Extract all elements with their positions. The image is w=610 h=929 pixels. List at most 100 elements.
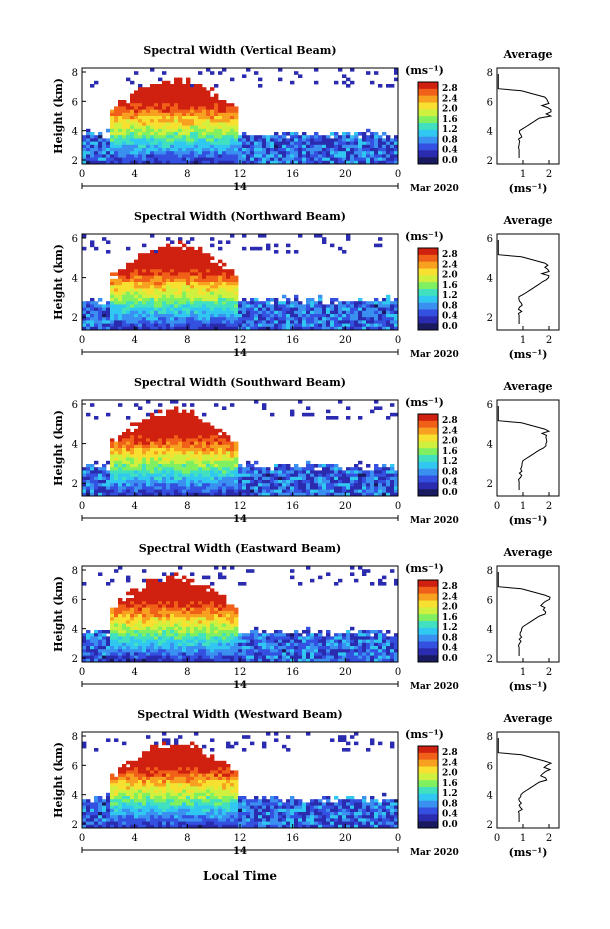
heatmap-cell xyxy=(174,409,179,414)
heatmap-cell xyxy=(258,326,263,331)
heatmap-cell xyxy=(114,128,119,133)
heatmap-cell xyxy=(154,160,159,165)
heatmap-cell xyxy=(318,234,323,238)
heatmap-cell xyxy=(314,486,319,490)
heatmap-cell xyxy=(290,476,295,481)
heatmap-cell xyxy=(326,476,331,481)
heatmap-cell xyxy=(198,428,203,433)
heatmap-cell xyxy=(182,294,187,299)
heatmap-cell xyxy=(82,307,87,312)
heatmap-cell xyxy=(82,476,87,481)
heatmap-cell xyxy=(154,132,159,136)
heatmap-cell xyxy=(342,655,347,660)
heatmap-cell xyxy=(122,636,127,640)
heatmap-cell xyxy=(162,460,167,465)
heatmap-cell xyxy=(194,480,199,484)
heatmap-cell xyxy=(338,486,343,490)
heatmap-cell xyxy=(206,476,211,481)
heatmap-cell xyxy=(178,160,183,165)
heatmap-cell xyxy=(86,128,91,133)
heatmap-cell xyxy=(226,457,231,462)
heatmap-cell xyxy=(174,483,179,487)
heatmap-cell xyxy=(162,148,167,152)
heatmap-cell xyxy=(158,269,163,273)
heatmap-cell xyxy=(194,87,199,91)
heatmap-cell xyxy=(190,480,195,484)
heatmap-cell xyxy=(138,125,143,130)
heatmap-cell xyxy=(190,106,195,110)
heatmap-cell xyxy=(322,323,327,328)
heatmap-cell xyxy=(318,298,323,302)
heatmap-cell xyxy=(170,240,175,244)
heatmap-cell xyxy=(174,636,179,640)
heatmap-cell xyxy=(134,323,139,328)
heatmap-cell xyxy=(90,658,95,663)
heatmap-cell xyxy=(226,116,231,120)
heatmap-cell xyxy=(282,320,287,324)
heatmap-cell xyxy=(290,144,295,149)
heatmap-cell xyxy=(246,307,251,312)
heatmap-cell xyxy=(222,617,227,621)
heatmap-cell xyxy=(298,320,303,324)
heatmap-cell xyxy=(358,476,363,481)
heatmap-cell xyxy=(318,138,323,142)
heatmap-cell xyxy=(354,489,359,494)
heatmap-cell xyxy=(282,486,287,490)
heatmap-cell xyxy=(202,135,207,139)
heatmap-cell xyxy=(302,655,307,660)
heatmap-cell xyxy=(242,144,247,149)
heatmap-cell xyxy=(114,320,119,324)
heatmap-cell xyxy=(178,639,183,644)
heatmap-cell xyxy=(122,148,127,152)
heatmap-cell xyxy=(210,604,215,608)
heatmap-cell xyxy=(394,486,399,490)
heatmap-cell xyxy=(202,285,207,289)
heatmap-cell xyxy=(158,633,163,637)
heatmap-cell xyxy=(158,307,163,312)
heatmap-cell xyxy=(162,298,167,302)
heatmap-cell xyxy=(130,652,135,656)
heatmap-cell xyxy=(166,425,171,430)
heatmap-cell xyxy=(174,285,179,289)
heatmap-cell xyxy=(270,144,275,149)
heatmap-cell xyxy=(190,112,195,117)
heatmap-cell xyxy=(226,285,231,289)
heatmap-cell xyxy=(186,109,191,114)
heatmap-cell xyxy=(370,476,375,481)
heatmap-cell xyxy=(194,655,199,660)
heatmap-cell xyxy=(270,314,275,318)
heatmap-cell xyxy=(346,470,351,474)
heatmap-cell xyxy=(142,122,147,126)
heatmap-cell xyxy=(130,467,135,471)
heatmap-cell xyxy=(182,278,187,283)
heatmap-cell xyxy=(106,470,111,474)
heatmap-cell xyxy=(218,460,223,465)
heatmap-cell xyxy=(382,314,387,318)
heatmap-cell xyxy=(242,470,247,474)
heatmap-cell xyxy=(214,454,219,458)
heatmap-cell xyxy=(222,132,227,136)
heatmap-cell xyxy=(250,486,255,490)
heatmap-cell xyxy=(174,288,179,292)
heatmap-cell xyxy=(94,639,99,644)
heatmap-cell xyxy=(166,93,171,98)
heatmap-cell xyxy=(154,448,159,452)
heatmap-cell xyxy=(286,649,291,653)
heatmap-cell xyxy=(322,157,327,162)
heatmap-cell xyxy=(198,425,203,430)
heatmap-cell xyxy=(126,646,131,650)
heatmap-cell xyxy=(210,272,215,276)
heatmap-cell xyxy=(286,160,291,165)
y-axis-label: Height (km) xyxy=(52,78,65,154)
heatmap-cell xyxy=(158,416,163,420)
heatmap-cell xyxy=(390,154,395,158)
heatmap-cell xyxy=(118,566,123,570)
heatmap-cell xyxy=(138,601,143,605)
heatmap-cell xyxy=(274,486,279,490)
heatmap-cell xyxy=(230,607,235,612)
heatmap-cell xyxy=(194,106,199,110)
heatmap-cell xyxy=(230,649,235,653)
heatmap-cell xyxy=(142,623,147,628)
heatmap-cell xyxy=(390,320,395,324)
heatmap-cell xyxy=(126,598,131,602)
